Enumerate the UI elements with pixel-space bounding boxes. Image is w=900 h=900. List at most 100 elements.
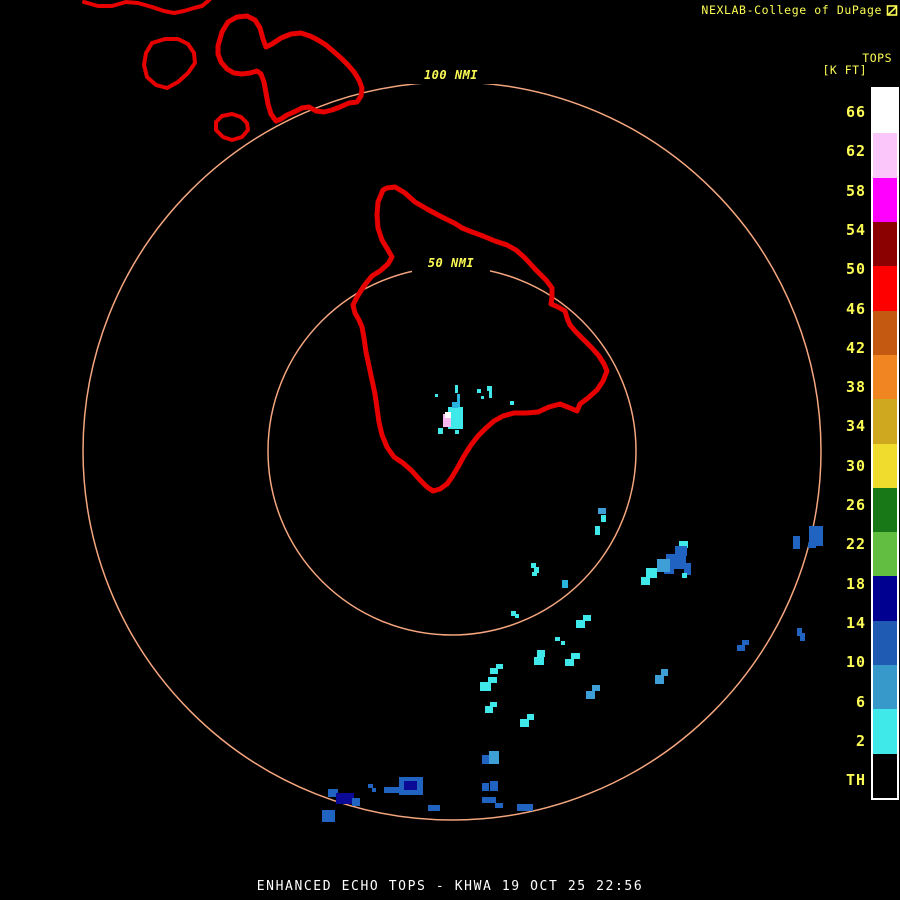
range-rings [82,81,822,821]
colorbar-segment-12 [873,620,897,666]
scale-label-26: 26 [845,496,866,514]
scale-title: TOPS [862,51,892,65]
colorbar-segment-10 [873,532,897,577]
coastline-layer [82,0,610,494]
scale-label-10: 10 [845,653,866,671]
echo-cell [352,798,360,806]
echo-cell [646,568,657,578]
echo-cell [684,563,691,575]
coastline-maui [215,13,365,124]
colorbar-segment-9 [873,487,897,533]
echo-cell [534,657,544,665]
range-ring-100nmi [82,81,822,821]
echo-cell [682,573,687,578]
range-ring-50nmi [267,266,637,636]
echo-cell [527,714,534,720]
colorbar-segment-3 [873,221,897,267]
echo-cell [532,572,537,576]
range-ring-label-50nmi: 50 NMI [412,254,490,272]
echo-cell [565,659,574,666]
scale-label-62: 62 [845,142,866,160]
scale-unit: [K FT] [822,63,867,77]
scale-label-42: 42 [845,339,866,357]
echo-cell [481,396,484,399]
scale-label-46: 46 [845,300,866,318]
coastline-molokai [82,0,212,15]
echo-cell [657,559,670,572]
echo-cell [455,430,459,434]
echo-cell [679,541,688,548]
echo-cell [655,675,664,684]
product-caption: ENHANCED ECHO TOPS - KHWA 19 OCT 25 22:5… [256,879,644,894]
scale-label-34: 34 [845,417,866,435]
header-brand: NEXLAB-College of DuPage [701,3,898,17]
echo-tops-colorbar [871,87,899,800]
scale-label-22: 22 [845,535,866,553]
echo-cell [675,546,687,556]
echo-cell [457,394,460,407]
scale-label-66: 66 [845,103,866,121]
echo-cell [455,385,458,393]
scale-label-6: 6 [855,693,866,711]
echo-cell [576,620,585,628]
echo-cell [583,615,591,621]
colorbar-segment-11 [873,576,897,621]
scale-label-14: 14 [845,614,866,632]
echo-cell [482,755,490,764]
scale-label-58: 58 [845,182,866,200]
echo-cell [511,611,516,616]
echo-cell [384,787,400,793]
echo-cell [490,668,498,674]
echo-cell [482,797,496,803]
colorbar-segment-14 [873,709,897,754]
echo-cell [598,508,606,514]
echo-cell [368,784,373,788]
colorbar-segment-15 [873,753,897,798]
scale-label-54: 54 [845,221,866,239]
echo-cell [438,428,443,434]
echo-cell [800,633,805,641]
echo-cell [487,386,492,391]
echo-cell [534,567,539,573]
echo-cell [495,803,503,808]
echo-cell [443,414,451,427]
colorbar-segment-7 [873,399,897,444]
echo-cell [496,664,503,669]
echo-cell [435,394,438,397]
echo-cell [797,628,802,636]
echo-cell [562,580,568,588]
scale-label-50: 50 [845,260,866,278]
coastline-kahoolawe [214,112,250,142]
echo-cell [809,526,823,546]
echo-cell [666,554,686,569]
echo-cell [571,653,580,659]
echo-cell [592,685,600,691]
echo-cell [793,536,800,549]
echo-cell [488,677,497,683]
echo-cell [480,682,491,691]
colorbar-segment-5 [873,310,897,355]
echo-cell [452,402,458,408]
echo-cell [489,751,499,764]
colorbar-segment-2 [873,177,897,222]
range-ring-label-100nmi: 100 NMI [406,66,496,84]
colorbar-segment-1 [873,133,897,178]
echo-cell [595,526,600,535]
echo-cell [485,706,493,713]
echo-cell [555,637,560,641]
echo-cell [428,805,440,811]
echo-cell [372,788,376,792]
echo-cell [742,640,749,645]
echo-cell [586,691,595,699]
scale-label-2: 2 [855,732,866,750]
echo-layer [322,385,823,822]
colorbar-segment-8 [873,443,897,488]
echo-cell [490,702,497,707]
echo-cell [477,389,481,393]
cod-logo-icon [886,4,898,16]
echo-cell [531,563,536,568]
coastline-lanai [142,37,197,90]
coastline-big-island [350,184,610,494]
echo-cell [336,793,354,804]
